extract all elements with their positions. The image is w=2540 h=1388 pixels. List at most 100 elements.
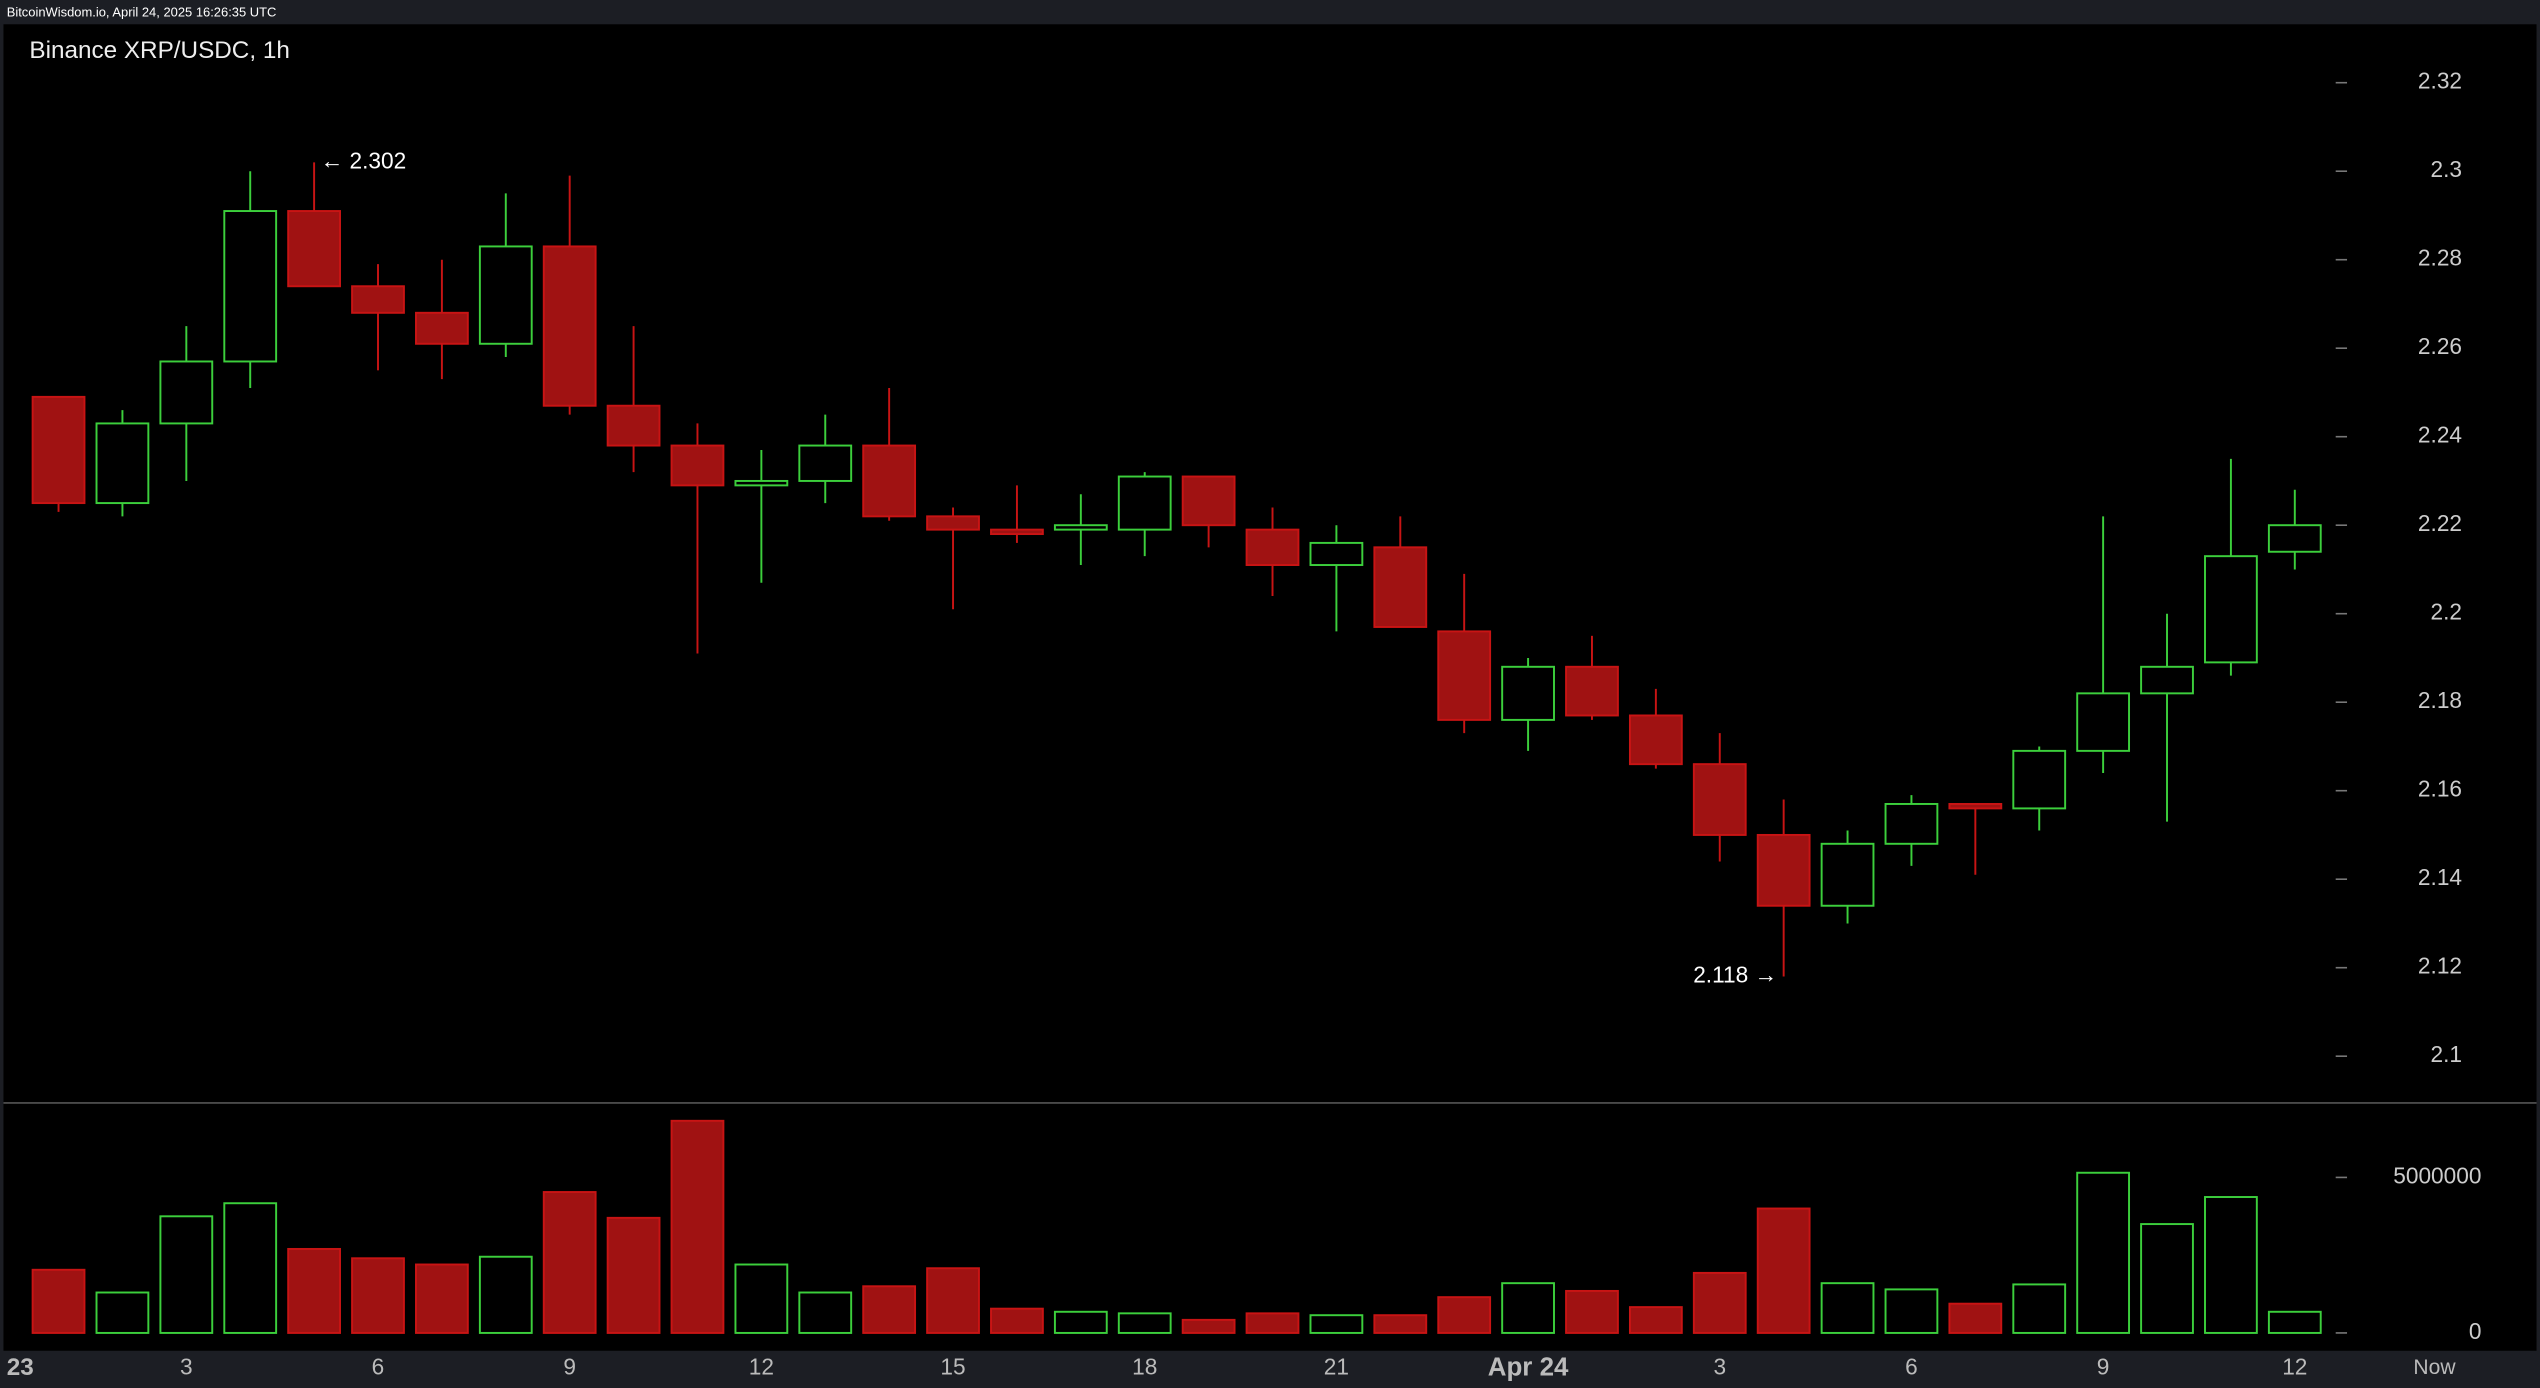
volume-bar	[2267, 1310, 2322, 1334]
volume-tick-label: 0	[2469, 1318, 2482, 1344]
y-tick-label: 2.24	[2418, 422, 2462, 448]
x-tick-label: 12	[2282, 1354, 2307, 1380]
candle-body	[734, 479, 789, 487]
candle-body	[287, 210, 341, 288]
candle-body	[223, 210, 278, 363]
volume-bar	[2076, 1171, 2131, 1334]
y-tick-label: 2.3	[2431, 156, 2463, 182]
candle-body	[1884, 803, 1939, 845]
volume-bar	[223, 1202, 278, 1334]
candle-body	[159, 360, 214, 425]
candle-body	[1437, 630, 1492, 721]
volume-bar	[415, 1263, 469, 1334]
volume-bar	[159, 1215, 214, 1334]
volume-bar	[287, 1247, 341, 1334]
volume-bar	[95, 1291, 150, 1334]
candle-body	[2012, 749, 2067, 810]
candle-body	[2076, 692, 2131, 752]
volume-bar	[1437, 1296, 1492, 1334]
candle-body	[415, 311, 469, 345]
candle-body	[1501, 665, 1555, 721]
y-tick-label: 2.32	[2418, 68, 2462, 94]
volume-bar	[31, 1268, 86, 1334]
volume-bar	[1820, 1282, 1875, 1334]
candle-body	[798, 444, 853, 482]
volume-bar	[2012, 1283, 2067, 1334]
volume-bar	[926, 1267, 980, 1334]
chart-title: Binance XRP/USDC, 1h	[29, 37, 289, 64]
x-tick-label: 9	[563, 1354, 576, 1380]
x-tick-label: 12	[749, 1354, 774, 1380]
x-tick-label: 18	[1132, 1354, 1157, 1380]
volume-bar	[1692, 1271, 1747, 1334]
y-tick-label: 2.1	[2431, 1041, 2463, 1067]
volume-bar	[2140, 1223, 2194, 1334]
y-tick-label: 2.28	[2418, 245, 2462, 271]
candle-body	[606, 404, 661, 447]
volume-bar	[1245, 1312, 1300, 1334]
low-annotation: 2.118 →	[1693, 962, 1777, 988]
y-tick-label: 2.2	[2431, 599, 2463, 625]
candle-body	[1181, 475, 1236, 527]
candle-body	[862, 444, 917, 518]
candle-body	[542, 245, 597, 407]
volume-bar	[542, 1191, 597, 1334]
x-tick-label: 6	[372, 1354, 385, 1380]
x-end-label: Now	[2413, 1356, 2456, 1379]
y-tick-label: 2.18	[2418, 687, 2462, 713]
volume-bar	[1053, 1310, 1108, 1334]
x-tick-label: 15	[940, 1354, 965, 1380]
candle-body	[1373, 546, 1428, 628]
x-tick-label: 21	[1324, 1354, 1349, 1380]
volume-bar	[1309, 1314, 1364, 1334]
volume-bar	[862, 1285, 917, 1334]
volume-bar	[1181, 1318, 1236, 1334]
candle-body	[1565, 665, 1619, 717]
candle-body	[2267, 524, 2322, 553]
candle-body	[1117, 475, 1172, 531]
candle-body	[351, 285, 405, 314]
y-tick-label: 2.14	[2418, 864, 2462, 890]
x-start-label: 23	[7, 1354, 34, 1381]
volume-bar	[351, 1257, 405, 1334]
candle-body	[478, 245, 533, 345]
y-tick-label: 2.26	[2418, 333, 2462, 359]
candle-body	[1820, 842, 1875, 907]
candle-body	[1756, 833, 1811, 907]
volume-bar	[990, 1307, 1044, 1334]
candle-body	[1245, 528, 1300, 566]
volume-bar	[798, 1291, 853, 1334]
volume-bar	[734, 1263, 789, 1334]
candle-body	[1692, 763, 1747, 836]
x-tick-label: 9	[2097, 1354, 2110, 1380]
volume-bar	[1948, 1302, 2003, 1334]
volume-bar	[2204, 1196, 2258, 1334]
volume-bar	[670, 1119, 725, 1334]
candle-body	[1053, 524, 1108, 531]
volume-bar	[478, 1255, 533, 1334]
candle-body	[926, 515, 980, 531]
volume-bar	[1565, 1289, 1619, 1334]
x-tick-label: 3	[1713, 1354, 1726, 1380]
candle-body	[2204, 555, 2258, 664]
volume-tick-label: 5000000	[2393, 1162, 2481, 1188]
y-tick-label: 2.12	[2418, 953, 2462, 979]
candle-body	[31, 395, 86, 505]
plot-area	[3, 24, 2537, 1351]
x-tick-label: 3	[180, 1354, 193, 1380]
candle-body	[670, 444, 725, 487]
high-annotation: ← 2.302	[321, 147, 407, 173]
candle-body	[1309, 541, 1364, 566]
volume-bar	[1628, 1306, 1683, 1334]
y-tick-label: 2.22	[2418, 510, 2462, 536]
candle-body	[2140, 665, 2194, 695]
candle-body	[1628, 714, 1683, 766]
candle-body	[95, 422, 150, 505]
volume-bar	[1501, 1282, 1555, 1334]
volume-bar	[1117, 1312, 1172, 1334]
y-tick-label: 2.16	[2418, 776, 2462, 802]
volume-bar	[1756, 1207, 1811, 1334]
candle-body	[990, 528, 1044, 536]
x-tick-label: 6	[1905, 1354, 1918, 1380]
